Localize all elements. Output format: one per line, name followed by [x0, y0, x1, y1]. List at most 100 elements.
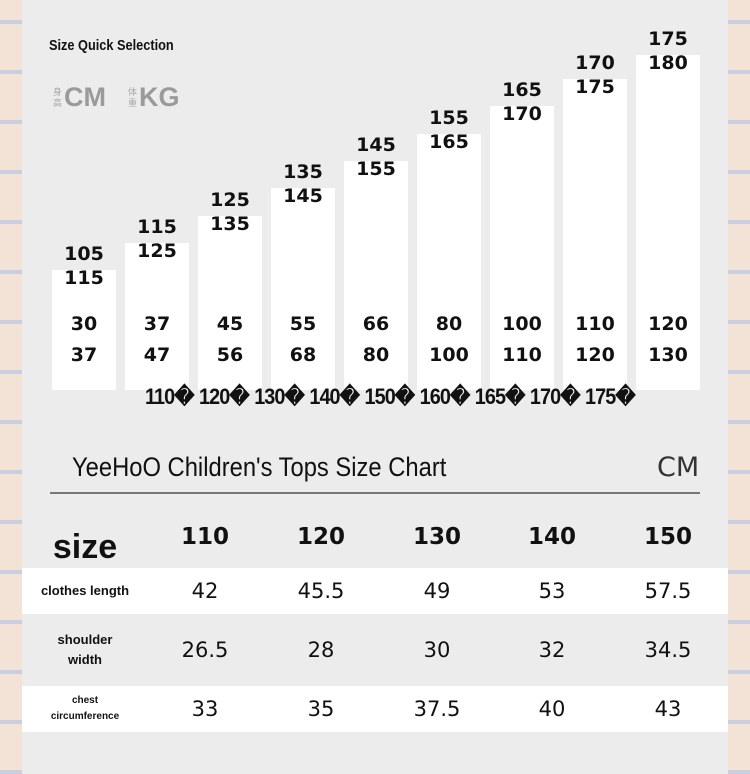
height-to: 165	[429, 131, 469, 153]
table-cell: 53	[538, 579, 566, 603]
size-bar[interactable]	[636, 55, 700, 390]
table-cell: 33	[191, 697, 219, 721]
quick-selection-title: Size Quick Selection	[49, 37, 174, 54]
table-row: chest circumference 33 35 37.5 40 43	[22, 686, 728, 732]
weight-range: 66 80	[344, 309, 408, 371]
height-from: 155	[429, 107, 469, 129]
weight-to: 80	[362, 344, 390, 366]
size-bar[interactable]	[271, 188, 335, 390]
weight-to: 100	[429, 344, 469, 366]
height-unit-zh: 身高	[53, 86, 63, 108]
height-unit: 身高 CM	[53, 82, 106, 113]
title-divider	[50, 492, 700, 494]
height-range: 105 115	[52, 242, 116, 290]
table-cell: 45.5	[297, 579, 345, 603]
size-header: 120	[296, 524, 346, 550]
size-bar[interactable]	[563, 79, 627, 390]
height-to: 180	[648, 52, 688, 74]
size-header: 150	[643, 524, 693, 550]
table-cell: 57.5	[644, 579, 692, 603]
weight-unit: 体重 KG	[128, 82, 180, 113]
weight-range: 80 100	[417, 309, 481, 371]
height-range: 115 125	[125, 215, 189, 263]
height-to: 115	[64, 267, 104, 289]
weight-from: 66	[362, 313, 390, 335]
height-range: 165 170	[490, 78, 554, 126]
size-label: 150�	[364, 384, 415, 409]
weight-range: 55 68	[271, 309, 335, 371]
table-cell: 37.5	[413, 697, 461, 721]
weight-from: 100	[502, 313, 542, 335]
height-to: 175	[575, 76, 615, 98]
weight-from: 110	[575, 313, 615, 335]
weight-range: 45 56	[198, 309, 262, 371]
height-range: 135 145	[271, 160, 335, 208]
table-header-row: size 110 120 130 140 150	[22, 516, 728, 568]
height-to: 135	[210, 213, 250, 235]
size-label: 110�	[145, 384, 195, 409]
size-label: 120�	[199, 384, 250, 409]
table-cell: 26.5	[181, 638, 229, 662]
weight-from: 80	[435, 313, 463, 335]
row-label: clothes length	[40, 583, 130, 598]
weight-from: 55	[289, 313, 317, 335]
size-label: 140�	[309, 384, 360, 409]
weight-to: 37	[70, 344, 98, 366]
height-from: 135	[283, 161, 323, 183]
size-chart-unit: CM	[657, 452, 700, 483]
table-cell: 42	[191, 579, 219, 603]
weight-range: 120 130	[636, 309, 700, 371]
weight-unit-zh: 体重	[128, 86, 138, 108]
weight-to: 68	[289, 344, 317, 366]
height-to: 125	[137, 240, 177, 262]
size-bar[interactable]	[52, 270, 116, 390]
size-chart-title: YeeHoO Children's Tops Size Chart	[72, 452, 447, 482]
height-from: 115	[137, 216, 177, 238]
size-bar[interactable]	[490, 106, 554, 390]
weight-range: 100 110	[490, 309, 554, 371]
height-range: 170 175	[563, 51, 627, 99]
table-cell: 30	[423, 638, 451, 662]
table-row: shoulder width 26.5 28 30 32 34.5	[22, 614, 728, 686]
size-bar[interactable]	[417, 134, 481, 390]
table-cell: 40	[538, 697, 566, 721]
size-bar[interactable]	[125, 243, 189, 390]
size-bar[interactable]	[344, 161, 408, 390]
size-header: 140	[527, 524, 577, 550]
size-label: 165�	[474, 384, 526, 409]
size-bar[interactable]	[198, 216, 262, 390]
table-cell: 43	[654, 697, 682, 721]
height-from: 145	[356, 134, 396, 156]
height-to: 155	[356, 158, 396, 180]
weight-to: 47	[143, 344, 171, 366]
height-unit-label: CM	[64, 82, 106, 112]
size-header-label: size	[52, 528, 118, 566]
height-to: 170	[502, 103, 542, 125]
size-header: 110	[180, 524, 230, 550]
weight-to: 56	[216, 344, 244, 366]
size-label: 170�	[529, 384, 581, 409]
weight-from: 37	[143, 313, 171, 335]
weight-unit-label: KG	[139, 82, 180, 112]
weight-to: 120	[575, 344, 615, 366]
table-cell: 34.5	[644, 638, 692, 662]
size-label: 160�	[419, 384, 471, 409]
height-from: 125	[210, 189, 250, 211]
height-from: 170	[575, 52, 615, 74]
weight-to: 110	[502, 344, 542, 366]
table-cell: 35	[307, 697, 335, 721]
height-range: 145 155	[344, 133, 408, 181]
weight-range: 37 47	[125, 309, 189, 371]
row-label: shoulder width	[57, 632, 113, 667]
weight-from: 30	[70, 313, 98, 335]
weight-from: 45	[216, 313, 244, 335]
table-cell: 49	[423, 579, 451, 603]
weight-range: 30 37	[52, 309, 116, 371]
weight-range: 110 120	[563, 309, 627, 371]
height-range: 155 165	[417, 106, 481, 154]
height-from: 175	[648, 28, 688, 50]
size-labels-row: 110� 120� 130� 140� 150� 160� 165� 170� 175�	[145, 384, 640, 410]
height-to: 145	[283, 185, 323, 207]
table-row: clothes length 42 45.5 49 53 57.5	[22, 568, 728, 614]
height-from: 165	[502, 79, 542, 101]
